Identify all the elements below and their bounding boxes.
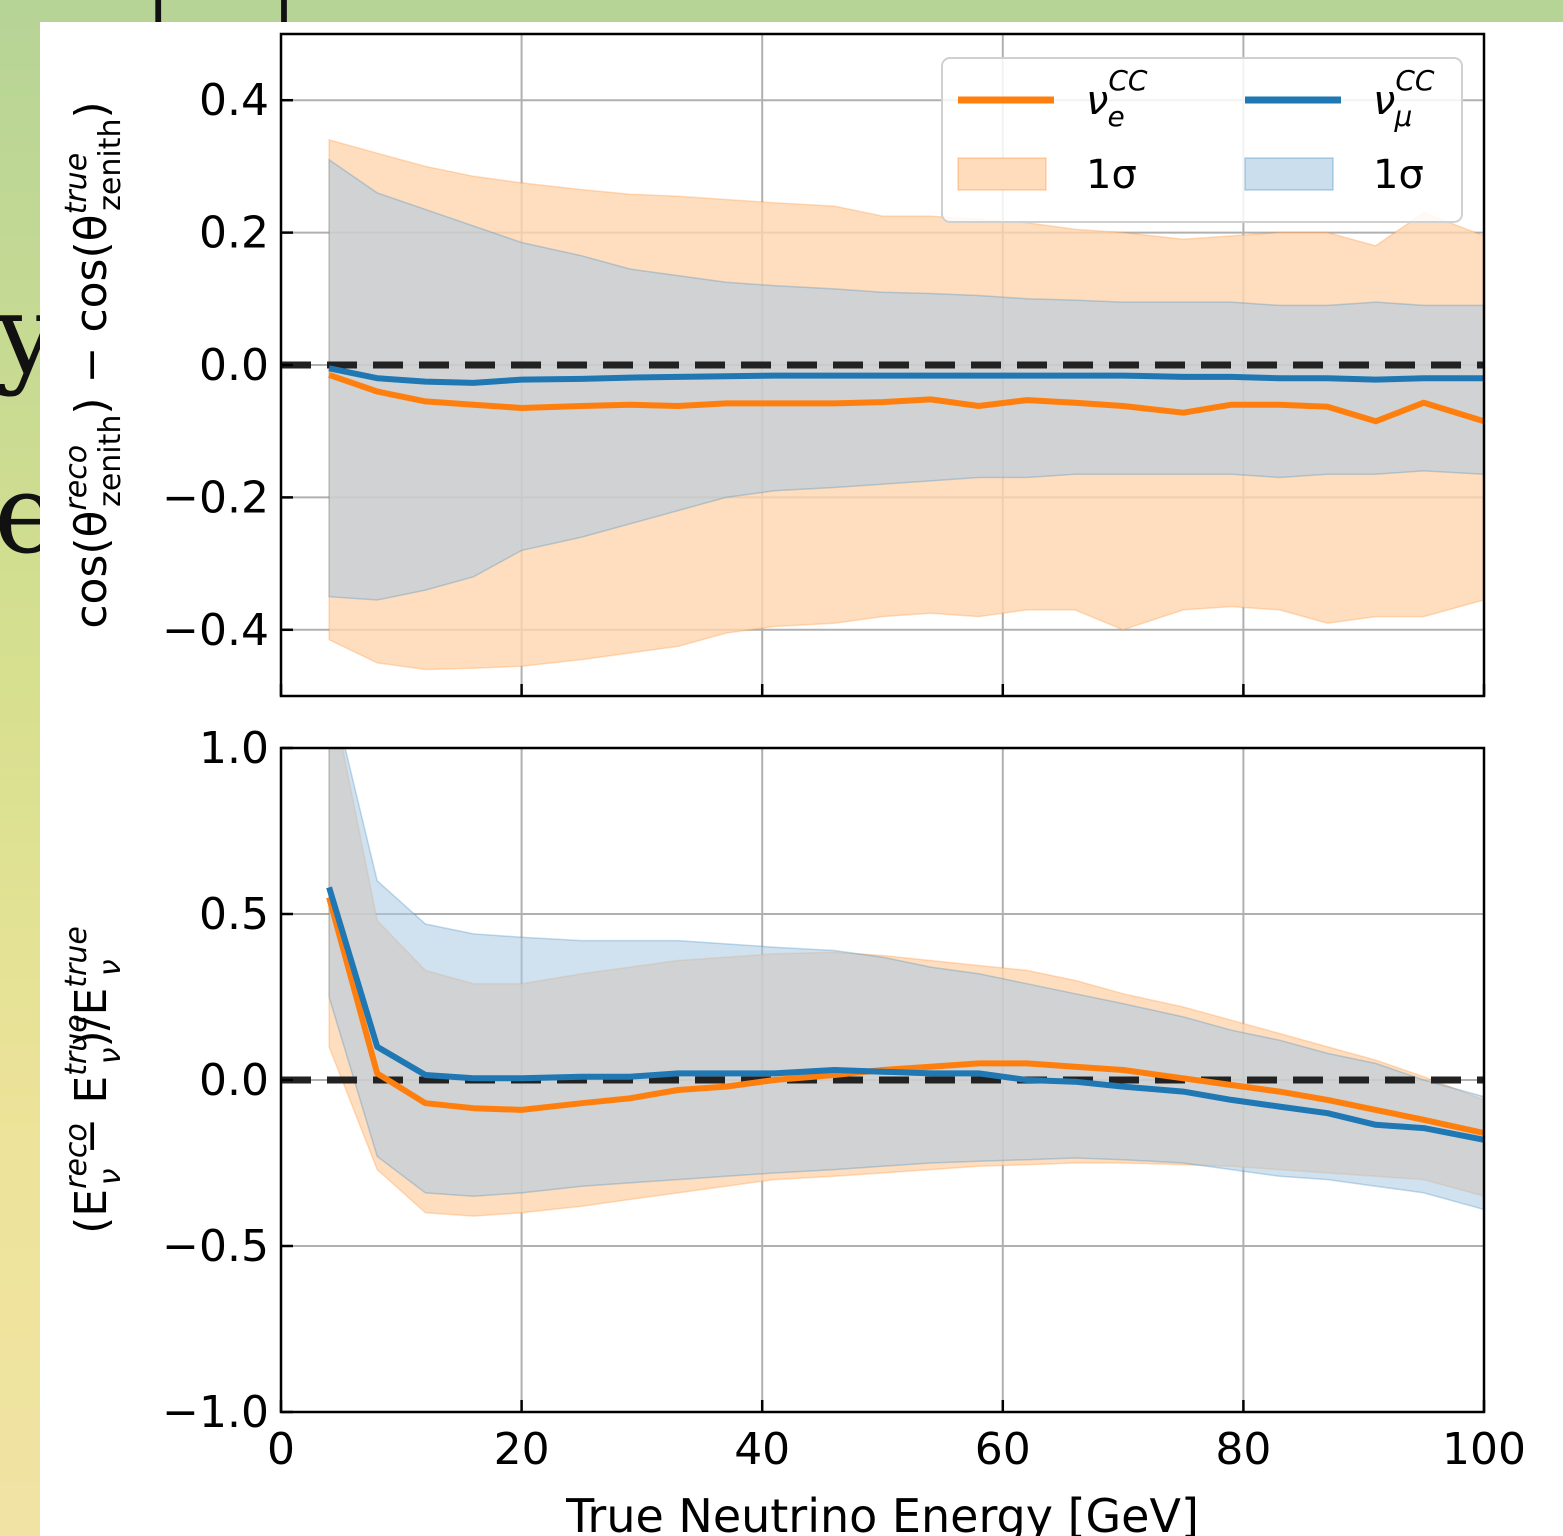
legend-band-numu: [1244, 157, 1334, 191]
x-tick-label: 60: [975, 1424, 1031, 1475]
ylabel-part: ) − cos(θ: [66, 214, 117, 414]
figure-panel: 0.4 0.2 0.0 −0.2 −0.4 cos(θrecozenith) − cos(…: [40, 22, 1563, 1536]
ylabel-part: (E: [66, 1189, 117, 1234]
legend-sup: CC: [1108, 64, 1148, 97]
legend-label-nue: νCC e: [1086, 64, 1148, 133]
band-1sigma-numu: [328, 748, 1484, 1211]
y-axis-label: (Erecoν − Etrueν)/Etrueν: [59, 926, 128, 1234]
median-line-numu: [326, 886, 1484, 1143]
legend-sup: CC: [1395, 64, 1435, 97]
lower-panel-energy-resolution: 1.0 0.5 0.0 −0.5 −1.00 20 40 60 80 100 True Neutri…: [59, 723, 1526, 1536]
ylabel-sup: true: [59, 1014, 94, 1076]
x-tick-label: 80: [1215, 1424, 1271, 1475]
y-axis-label: cos(θrecozenith) − cos(θtruezenith): [59, 101, 128, 628]
ylabel-part: − E: [66, 1076, 117, 1169]
ylabel-sup: true: [59, 926, 94, 988]
y-tick-label: −0.4: [162, 605, 269, 656]
x-tick-label: 0: [267, 1424, 295, 1475]
y-tick-label: 0.0: [199, 1055, 269, 1106]
x-tick-label: 40: [734, 1424, 790, 1475]
band-1sigma-numu: [328, 158, 1484, 601]
legend-band-nue: [957, 157, 1047, 191]
legend-label-numu: νCC μ: [1373, 64, 1435, 133]
ylabel-sub: ν: [93, 959, 128, 976]
plot-area: [281, 748, 1484, 1217]
median-line-nue: [328, 372, 1484, 425]
legend-symbol: ν: [1086, 78, 1108, 124]
y-tick-label: 0.4: [199, 75, 269, 126]
legend-label-band-nue: 1σ: [1086, 152, 1137, 198]
y-tick-label: 0.2: [199, 208, 269, 259]
legend-sub: μ: [1393, 100, 1412, 133]
ylabel-sup: reco: [59, 445, 94, 511]
ylabel-sub: zenith: [93, 415, 128, 507]
ylabel-sup: true: [59, 153, 94, 215]
ylabel-sub: ν: [93, 1168, 128, 1185]
y-tick-label: 0.0: [199, 340, 269, 391]
plot-area: [281, 138, 1484, 671]
y-tick-label: 1.0: [199, 723, 269, 774]
x-tick-label: 100: [1442, 1424, 1526, 1475]
ylabel-sub: ν: [93, 1047, 128, 1064]
median-line-nue: [326, 896, 1484, 1137]
legend: νCC e νCC μ1σ 1σ: [941, 57, 1463, 223]
ylabel-part: ): [66, 101, 117, 118]
ylabel-sup: reco: [59, 1123, 94, 1189]
ylabel-part: )/E: [66, 988, 117, 1048]
legend-label-band-numu: 1σ: [1373, 152, 1424, 198]
y-tick-label: 0.5: [199, 889, 269, 940]
y-tick-label: −0.5: [162, 1221, 269, 1272]
legend-symbol: ν: [1373, 78, 1395, 124]
ylabel-sub: zenith: [93, 119, 128, 211]
ylabel-part: cos(θ: [66, 511, 117, 629]
median-line-numu: [328, 365, 1484, 386]
y-tick-label: −0.2: [162, 472, 269, 523]
x-axis-label: True Neutrino Energy [GeV]: [565, 1489, 1199, 1536]
x-tick-label: 20: [494, 1424, 550, 1475]
y-tick-label: −1.0: [162, 1387, 269, 1438]
legend-sub: e: [1107, 100, 1124, 133]
